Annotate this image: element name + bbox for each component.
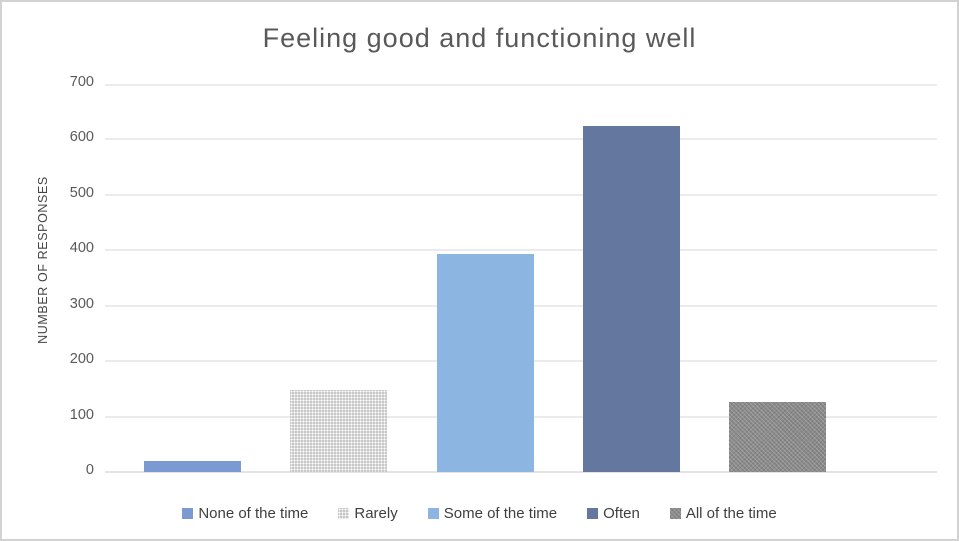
legend-label: Often xyxy=(603,504,640,522)
legend-label: Rarely xyxy=(354,504,398,522)
chart-title: Feeling good and functioning well xyxy=(262,23,697,53)
legend-swatch xyxy=(427,507,439,519)
legend-swatch xyxy=(587,507,599,519)
gridline xyxy=(105,84,937,86)
gridline xyxy=(105,194,937,196)
bar-some-of-the-time xyxy=(437,254,534,472)
legend-label: Some of the time xyxy=(443,504,558,522)
y-tick-label: 400 xyxy=(69,240,94,256)
bar-often xyxy=(583,126,680,472)
legend-swatch xyxy=(338,507,350,519)
y-tick-label: 100 xyxy=(69,407,94,423)
gridline xyxy=(105,249,937,251)
legend-item: Rarely xyxy=(338,504,398,522)
plot-area xyxy=(105,84,937,473)
legend-swatch xyxy=(182,507,194,519)
bar-rarely xyxy=(290,390,387,472)
y-tick-label: 200 xyxy=(69,351,94,367)
y-tick-label: 600 xyxy=(69,129,94,145)
legend-swatch xyxy=(669,507,681,519)
legend-item: Some of the time xyxy=(427,504,558,522)
y-tick-label: 0 xyxy=(85,462,94,478)
y-tick-label: 700 xyxy=(69,74,94,90)
gridline xyxy=(105,138,937,140)
bar-all-of-the-time xyxy=(729,402,826,472)
legend-item: None of the time xyxy=(182,505,308,522)
x-axis-line xyxy=(105,471,937,473)
y-tick-label: 300 xyxy=(69,296,94,312)
legend-label: All of the time xyxy=(685,504,777,522)
legend-item: All of the time xyxy=(669,504,777,522)
legend-label: None of the time xyxy=(198,504,309,522)
y-tick-label: 500 xyxy=(69,185,94,201)
legend: None of the time Rarely Some of the time Of… xyxy=(2,502,957,524)
legend-item: Often xyxy=(587,505,640,522)
bar-none-of-the-time xyxy=(144,461,241,472)
